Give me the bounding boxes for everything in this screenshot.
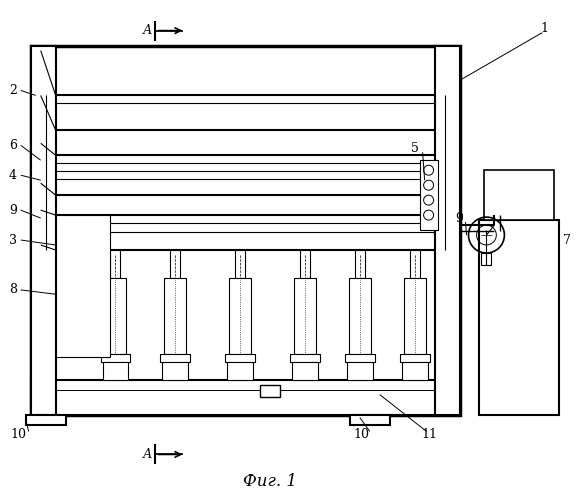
Text: 1: 1: [540, 22, 548, 35]
Bar: [229, 278, 251, 353]
Text: 7: 7: [563, 234, 571, 246]
Text: 9: 9: [456, 212, 463, 224]
Bar: [25, 414, 65, 424]
Bar: [105, 278, 126, 353]
Bar: [347, 362, 373, 380]
Text: 5: 5: [411, 142, 419, 155]
Bar: [170, 250, 180, 278]
Bar: [164, 278, 186, 353]
Bar: [355, 250, 365, 278]
Bar: [162, 362, 188, 380]
Text: 2: 2: [9, 84, 17, 97]
Text: 6: 6: [9, 139, 17, 152]
Text: 8: 8: [9, 284, 17, 296]
Text: Фиг. 1: Фиг. 1: [243, 473, 297, 490]
Bar: [350, 414, 390, 424]
Bar: [41, 96, 449, 130]
Bar: [41, 156, 449, 195]
Bar: [227, 362, 253, 380]
Bar: [160, 354, 190, 362]
Bar: [402, 362, 428, 380]
Bar: [101, 354, 130, 362]
Text: 9: 9: [9, 204, 17, 216]
Bar: [290, 354, 320, 362]
Bar: [345, 354, 375, 362]
Bar: [41, 215, 449, 250]
Bar: [111, 250, 120, 278]
Text: 10: 10: [11, 428, 27, 441]
Bar: [404, 278, 426, 353]
Bar: [260, 384, 280, 396]
Bar: [235, 250, 245, 278]
Bar: [294, 278, 316, 353]
Bar: [225, 354, 255, 362]
Polygon shape: [56, 215, 111, 356]
Bar: [31, 46, 460, 414]
Bar: [292, 362, 318, 380]
Bar: [485, 170, 554, 220]
Bar: [435, 46, 460, 414]
Bar: [102, 362, 129, 380]
Text: 10: 10: [354, 428, 370, 441]
Bar: [31, 46, 56, 414]
Bar: [400, 354, 430, 362]
Bar: [420, 160, 438, 230]
Text: 11: 11: [422, 428, 438, 441]
Bar: [300, 250, 310, 278]
Bar: [349, 278, 371, 353]
Bar: [479, 220, 559, 414]
Bar: [410, 250, 420, 278]
Bar: [482, 253, 492, 265]
Text: А: А: [142, 448, 152, 461]
Bar: [31, 380, 460, 414]
Text: 3: 3: [9, 234, 17, 246]
Text: 4: 4: [9, 168, 17, 181]
Text: А: А: [142, 24, 152, 37]
